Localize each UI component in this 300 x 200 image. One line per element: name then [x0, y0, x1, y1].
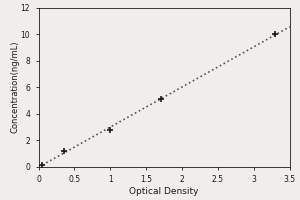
Y-axis label: Concentration(ng/mL): Concentration(ng/mL): [10, 41, 19, 133]
X-axis label: Optical Density: Optical Density: [129, 187, 199, 196]
